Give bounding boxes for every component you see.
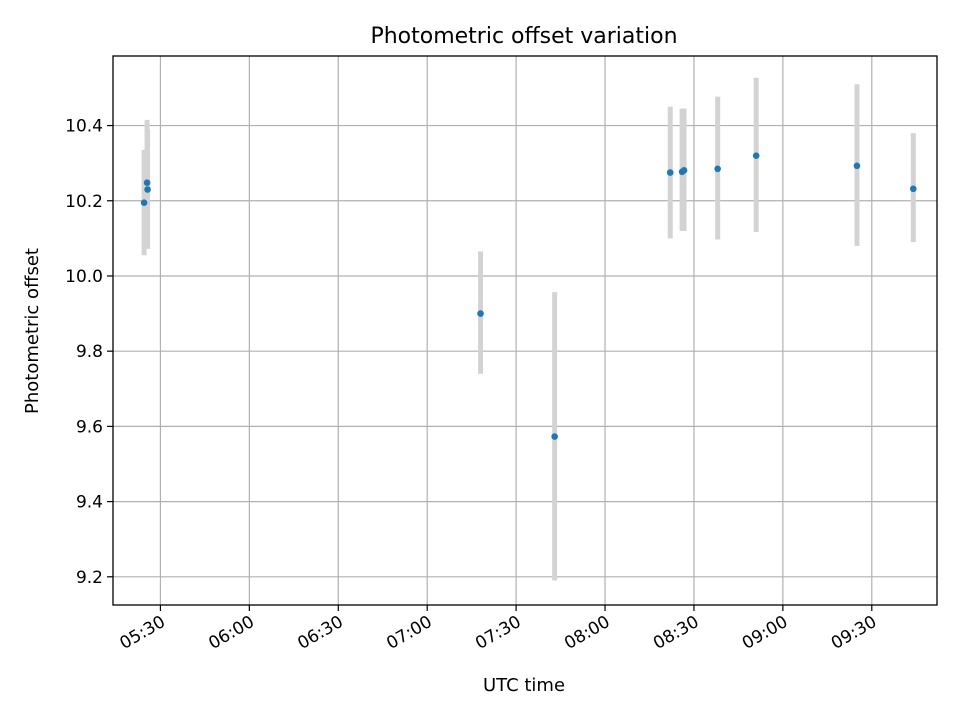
data-point [680, 167, 688, 174]
y-tick-label: 9.2 [76, 568, 103, 588]
x-tick-label: 06:00 [205, 612, 257, 654]
x-tick-label: 09:30 [828, 612, 880, 654]
data-point [477, 310, 484, 317]
y-tick-label: 10.0 [65, 267, 103, 287]
data-points [140, 152, 917, 440]
data-point [551, 433, 558, 440]
y-tick-label: 9.4 [76, 493, 103, 513]
data-point [666, 169, 674, 176]
x-tick-label: 08:30 [650, 612, 702, 654]
x-tick-label: 06:30 [294, 612, 346, 654]
x-tick-label: 07:30 [472, 612, 524, 654]
y-axis-label: Photometric offset [22, 248, 43, 414]
data-point [144, 186, 151, 193]
data-point [714, 165, 721, 173]
x-axis-label: UTC time [483, 675, 565, 696]
y-tick-label: 10.4 [65, 117, 103, 137]
y-tick-label: 10.2 [65, 192, 103, 212]
error-bars [141, 77, 916, 581]
grid [113, 56, 937, 605]
y-tick-label: 9.6 [76, 417, 103, 437]
data-point [143, 179, 151, 187]
x-tick-label: 08:00 [561, 612, 613, 654]
data-point [909, 185, 917, 193]
x-axis-ticks: 05:30 06:00 06:30 07:00 07:30 08:00 08:30 09:00… [116, 605, 880, 654]
data-point [752, 152, 760, 159]
x-tick-label: 07:00 [383, 612, 435, 654]
x-tick-label: 05:30 [116, 612, 168, 654]
data-point [853, 162, 861, 170]
y-axis-ticks: 9.2 9.4 9.6 9.8 10.0 10.2 10.4 [65, 117, 113, 588]
plot-frame [112, 55, 938, 606]
y-tick-label: 9.8 [76, 342, 103, 362]
x-tick-label: 09:00 [739, 612, 791, 654]
chart-title: Photometric offset variation [370, 24, 677, 49]
data-point [140, 199, 148, 206]
